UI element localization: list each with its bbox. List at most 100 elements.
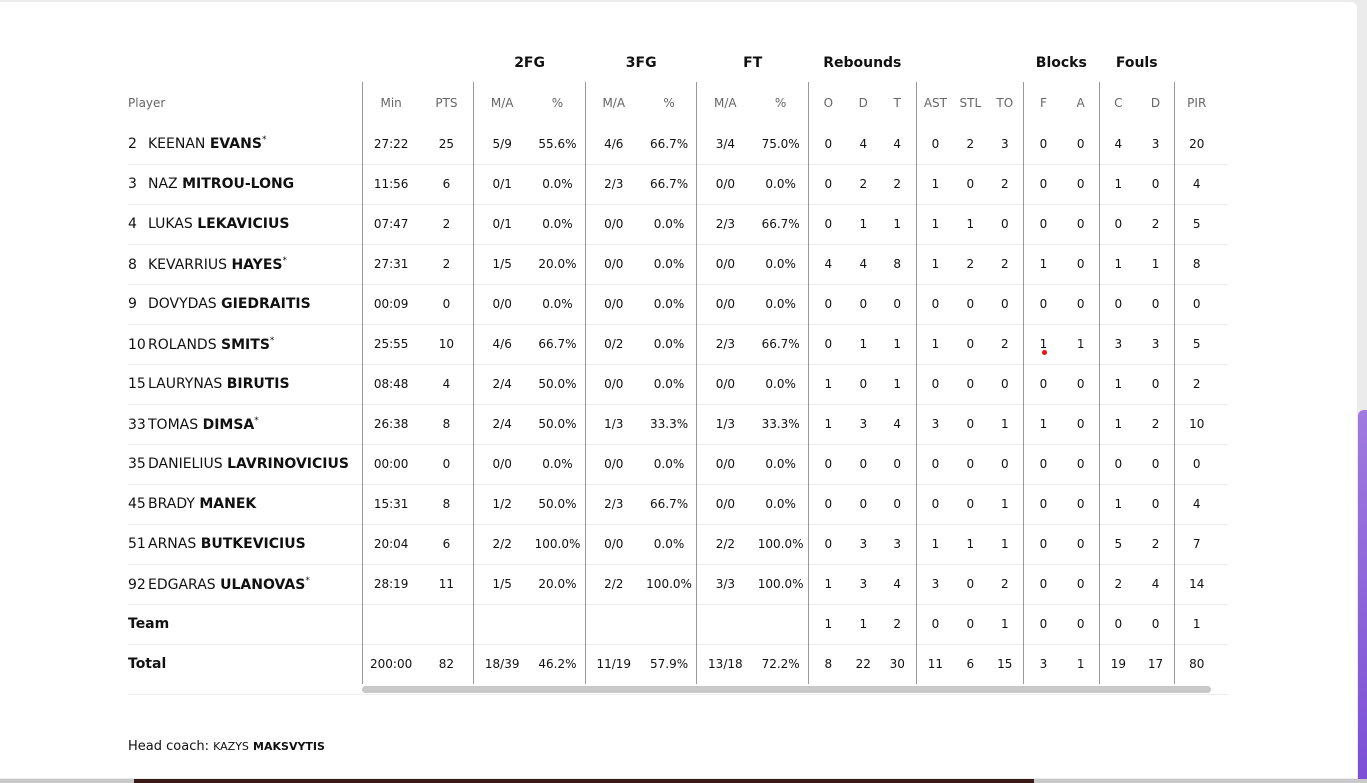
stat-2fg-ma: 0/1 xyxy=(473,204,531,244)
stat-pts: 25 xyxy=(438,136,455,151)
player-first-name[interactable]: ARNAS xyxy=(148,536,197,552)
player-last-name[interactable]: LEKAVICIUS xyxy=(197,216,290,232)
column-header-foul-d[interactable]: D xyxy=(1150,96,1161,110)
column-header-3fg-ma[interactable]: M/A xyxy=(584,82,642,124)
player-first-name[interactable]: KEVARRIUS xyxy=(148,256,228,273)
player-last-name[interactable]: MITROU-LONG xyxy=(182,176,295,192)
stat-to: 15 xyxy=(997,657,1013,672)
stat-pir: 8 xyxy=(1173,244,1219,284)
stat-stl: 6 xyxy=(966,657,975,672)
player-last-name[interactable]: BIRUTIS xyxy=(226,376,290,392)
player-row: 2 KEENAN EVANS* 27:22 25 5/9 55.6% 4/6 66.7% 3/4… xyxy=(128,124,1228,164)
player-last-name[interactable]: GIEDRAITIS xyxy=(221,296,311,312)
column-header-stl[interactable]: STL xyxy=(959,96,982,110)
column-header-pts[interactable]: PTS xyxy=(435,96,458,110)
stat-pir: 14 xyxy=(1173,564,1219,604)
player-first-name[interactable]: NAZ xyxy=(148,176,178,192)
column-header-2fg-ma[interactable]: M/A xyxy=(473,82,531,124)
stat-blk-f: 0 xyxy=(1023,204,1063,244)
column-header-pir[interactable]: PIR xyxy=(1173,82,1219,124)
stat-reb-t: 1 xyxy=(893,217,902,231)
stat-blk-a: 0 xyxy=(1076,217,1085,231)
starter-mark: * xyxy=(269,335,275,346)
group-fouls: Fouls xyxy=(1115,55,1158,71)
column-header-2fg-pct[interactable]: % xyxy=(551,96,564,110)
stat-to: 2 xyxy=(1000,337,1009,351)
player-first-name[interactable]: TOMAS xyxy=(148,416,199,433)
column-header-blk-a[interactable]: A xyxy=(1076,96,1085,110)
stat-ast: 0 xyxy=(915,284,955,324)
stat-3fg-ma: 0/0 xyxy=(584,444,642,484)
player-row: 51 ARNAS BUTKEVICIUS 20:04 6 2/2 100.0% 0/0 0.0… xyxy=(128,524,1228,564)
stat-2fg-ma: 0/1 xyxy=(473,164,531,204)
player-first-name[interactable]: DANIELIUS xyxy=(148,456,223,472)
player-last-name[interactable]: EVANS xyxy=(209,136,262,153)
stat-ft-pct: 0.0% xyxy=(765,297,796,311)
stat-foul-d: 2 xyxy=(1151,417,1160,431)
column-header-reb-t[interactable]: T xyxy=(893,96,901,110)
player-last-name[interactable]: SMITS xyxy=(221,336,270,353)
player-last-name[interactable]: BUTKEVICIUS xyxy=(200,536,306,552)
player-last-name[interactable]: HAYES xyxy=(231,256,283,273)
column-header-ft-ma[interactable]: M/A xyxy=(696,82,754,124)
player-cell: 2 KEENAN EVANS* xyxy=(128,124,362,164)
player-last-name[interactable]: MANEK xyxy=(199,496,257,512)
player-last-name[interactable]: LAVRINOVICIUS xyxy=(227,456,349,472)
player-number: 33 xyxy=(128,416,146,433)
column-header-to[interactable]: TO xyxy=(996,96,1014,110)
column-header-ft-pct[interactable]: % xyxy=(774,96,787,110)
player-first-name[interactable]: ROLANDS xyxy=(148,336,217,353)
stat-blk-f: 0 xyxy=(1023,484,1063,524)
player-last-name[interactable]: ULANOVAS xyxy=(220,576,306,593)
stat-plus-minus xyxy=(1219,244,1228,284)
stat-2fg-pct: 20.0% xyxy=(538,577,577,591)
stat-plus-minus xyxy=(1219,404,1228,444)
stat-blk-f: 0 xyxy=(1023,284,1063,324)
player-row: 35 DANIELIUS LAVRINOVICIUS 00:00 0 0/0 0.0% 0/… xyxy=(128,444,1228,484)
column-header-blk-f[interactable]: F xyxy=(1023,82,1063,124)
team-label: Team xyxy=(128,616,170,632)
stat-foul-d: 1 xyxy=(1151,257,1160,271)
stat-reb-o: 0 xyxy=(808,444,848,484)
stat-ft-ma: 0/0 xyxy=(696,484,754,524)
column-header-min[interactable]: Min xyxy=(361,82,420,124)
total-row: Total 200:00 82 18/39 46.2% 11/19 57.9% 13/18 72… xyxy=(128,644,1228,684)
horizontal-scrollbar[interactable] xyxy=(362,686,1211,693)
stat-blk-a: 0 xyxy=(1076,257,1085,271)
player-first-name[interactable]: LAURYNAS xyxy=(148,376,223,392)
stat-3fg-ma: 0/0 xyxy=(584,524,642,564)
column-header-ast[interactable]: AST xyxy=(915,82,955,124)
column-header-foul-c[interactable]: C xyxy=(1098,82,1138,124)
stat-reb-t: 8 xyxy=(893,257,902,271)
stat-ft-ma: 2/3 xyxy=(696,324,754,364)
group-header-row: 2FG 3FG FT Rebounds Blocks Fouls xyxy=(128,44,1228,82)
stat-reb-d: 2 xyxy=(859,177,868,191)
stat-foul-c: 19 xyxy=(1098,644,1138,684)
player-cell: 3 NAZ MITROU-LONG xyxy=(128,164,362,204)
stat-pts: 0 xyxy=(442,297,451,311)
player-first-name[interactable]: EDGARAS xyxy=(148,576,216,593)
column-header-reb-d[interactable]: D xyxy=(858,96,868,110)
stat-blk-f: 0 xyxy=(1023,524,1063,564)
group-blocks: Blocks xyxy=(1035,55,1087,71)
player-last-name[interactable]: DIMSA xyxy=(202,416,255,433)
column-header-player[interactable]: Player xyxy=(128,96,166,110)
stat-ft-pct: 100.0% xyxy=(757,537,804,551)
stat-pir: 0 xyxy=(1173,284,1219,324)
stat-3fg-ma: 1/3 xyxy=(584,404,642,444)
player-first-name[interactable]: BRADY xyxy=(148,496,195,512)
player-first-name[interactable]: LUKAS xyxy=(148,216,193,232)
stat-reb-t: 1 xyxy=(893,337,902,351)
player-first-name[interactable]: DOVYDAS xyxy=(148,296,217,312)
column-header-plus-minus[interactable]: +/- xyxy=(1219,82,1228,124)
column-header-reb-o[interactable]: O xyxy=(808,82,848,124)
player-first-name[interactable]: KEENAN xyxy=(148,136,206,153)
stat-pir: 5 xyxy=(1173,324,1219,364)
stat-reb-t: 4 xyxy=(893,417,902,431)
column-header-3fg-pct[interactable]: % xyxy=(663,96,675,110)
stat-ft-pct: 0.0% xyxy=(765,177,796,191)
stat-foul-d: 2 xyxy=(1151,537,1160,551)
stat-reb-d: 1 xyxy=(859,617,868,631)
stat-blk-a: 0 xyxy=(1076,577,1085,591)
bottom-bar xyxy=(0,779,1367,783)
